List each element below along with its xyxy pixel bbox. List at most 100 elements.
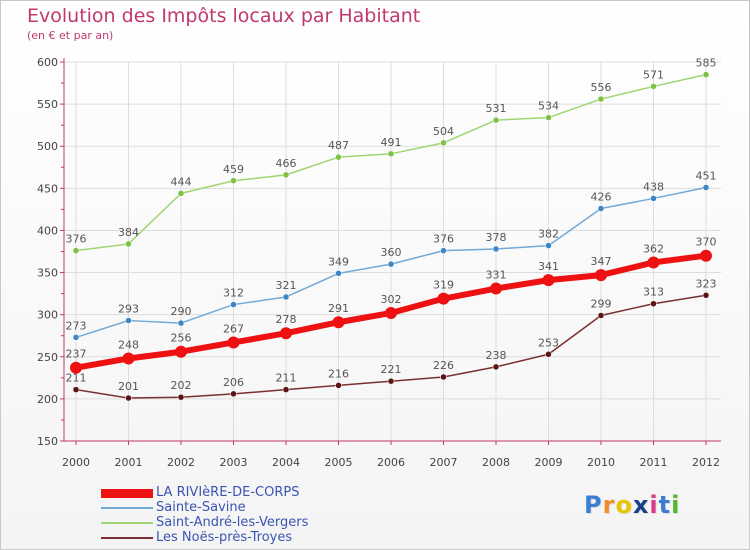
data-label-les-no-s-pr-s-troyes: 221 <box>381 363 402 376</box>
data-point-les-no-s-pr-s-troyes <box>492 363 500 371</box>
chart-subtitle: (en € et par an) <box>27 29 114 42</box>
data-label-saint-andr-les-vergers: 556 <box>591 81 612 94</box>
data-point-sainte-savine <box>650 195 657 202</box>
data-label-les-no-s-pr-s-troyes: 313 <box>643 286 664 299</box>
data-point-saint-andr-les-vergers <box>230 177 237 185</box>
series-layer <box>70 71 712 402</box>
x-tick-label: 2008 <box>482 456 510 469</box>
y-tick-label: 300 <box>37 309 58 322</box>
x-tick-label: 2006 <box>377 456 405 469</box>
data-point-saint-andr-les-vergers <box>440 139 447 147</box>
data-label-la-rivi-re-de-corps: 291 <box>328 302 349 315</box>
data-label-sainte-savine: 376 <box>433 233 454 246</box>
data-label-saint-andr-les-vergers: 459 <box>223 163 244 176</box>
proxiti-logo: Proxiti <box>584 491 680 519</box>
y-tick-label: 500 <box>37 140 58 153</box>
data-label-saint-andr-les-vergers: 491 <box>381 136 402 149</box>
data-point-les-no-s-pr-s-troyes <box>177 393 185 401</box>
data-label-les-no-s-pr-s-troyes: 211 <box>276 372 297 385</box>
data-label-sainte-savine: 349 <box>328 255 349 268</box>
legend-swatch <box>101 537 153 539</box>
data-label-saint-andr-les-vergers: 585 <box>696 57 717 70</box>
data-point-la-rivi-re-de-corps <box>332 316 345 329</box>
data-point-saint-andr-les-vergers <box>335 153 342 161</box>
data-label-sainte-savine: 382 <box>538 228 559 241</box>
legend-label: Sainte-Savine <box>156 500 246 515</box>
x-tick-label: 2007 <box>430 456 458 469</box>
data-point-sainte-savine <box>125 317 132 324</box>
logo-letter: o <box>615 491 633 519</box>
legend: LA RIVIèRE-DE-CORPS Sainte-Savine Saint-An… <box>101 485 361 545</box>
x-tick-label: 2012 <box>692 456 720 469</box>
data-point-la-rivi-re-de-corps <box>647 256 660 269</box>
data-label-la-rivi-re-de-corps: 362 <box>643 242 664 255</box>
data-label-la-rivi-re-de-corps: 347 <box>591 255 612 268</box>
data-label-saint-andr-les-vergers: 376 <box>66 233 87 246</box>
data-label-saint-andr-les-vergers: 487 <box>328 139 349 152</box>
data-label-sainte-savine: 451 <box>696 169 717 182</box>
y-tick-label: 550 <box>37 98 58 111</box>
data-point-sainte-savine <box>177 319 185 327</box>
data-label-sainte-savine: 321 <box>276 279 297 292</box>
data-point-les-no-s-pr-s-troyes <box>650 300 657 307</box>
data-label-la-rivi-re-de-corps: 248 <box>118 338 139 351</box>
data-point-les-no-s-pr-s-troyes <box>545 351 552 358</box>
data-label-les-no-s-pr-s-troyes: 253 <box>538 336 559 349</box>
data-point-les-no-s-pr-s-troyes <box>702 292 710 299</box>
y-tick-label: 400 <box>37 224 58 237</box>
data-label-saint-andr-les-vergers: 504 <box>433 125 454 138</box>
data-point-saint-andr-les-vergers <box>282 171 290 179</box>
data-label-les-no-s-pr-s-troyes: 211 <box>66 372 87 385</box>
logo-letter: i <box>671 491 681 519</box>
legend-swatch <box>101 522 153 524</box>
data-label-saint-andr-les-vergers: 571 <box>643 68 664 81</box>
data-point-la-rivi-re-de-corps <box>542 274 555 287</box>
logo-letter: t <box>658 491 672 519</box>
data-point-les-no-s-pr-s-troyes <box>387 377 395 385</box>
data-label-saint-andr-les-vergers: 444 <box>171 175 192 188</box>
data-label-la-rivi-re-de-corps: 256 <box>171 332 192 345</box>
legend-label: Les Noës-près-Troyes <box>156 530 293 545</box>
data-point-saint-andr-les-vergers <box>597 95 605 103</box>
data-point-sainte-savine <box>545 242 552 249</box>
data-point-sainte-savine <box>230 301 237 308</box>
data-point-saint-andr-les-vergers <box>702 71 710 78</box>
data-label-les-no-s-pr-s-troyes: 202 <box>171 379 192 392</box>
data-point-la-rivi-re-de-corps <box>595 269 607 282</box>
data-label-sainte-savine: 312 <box>223 287 244 300</box>
data-label-les-no-s-pr-s-troyes: 323 <box>696 277 717 290</box>
x-tick-label: 2000 <box>62 456 90 469</box>
y-tick-label: 450 <box>37 182 58 195</box>
data-label-la-rivi-re-de-corps: 319 <box>433 279 454 292</box>
data-label-la-rivi-re-de-corps: 267 <box>223 322 244 335</box>
data-label-sainte-savine: 438 <box>643 180 664 193</box>
y-tick-label: 250 <box>37 351 58 364</box>
data-point-la-rivi-re-de-corps <box>175 345 187 358</box>
data-label-sainte-savine: 426 <box>591 191 612 204</box>
legend-swatch <box>101 488 153 498</box>
data-point-les-no-s-pr-s-troyes <box>597 312 605 319</box>
legend-label: Saint-André-les-Vergers <box>156 515 309 530</box>
legend-item: Sainte-Savine <box>101 500 361 515</box>
legend-item: Les Noës-près-Troyes <box>101 530 361 545</box>
data-point-la-rivi-re-de-corps <box>385 306 397 319</box>
data-label-la-rivi-re-de-corps: 237 <box>66 348 87 361</box>
data-point-saint-andr-les-vergers <box>125 240 132 248</box>
x-tick-label: 2009 <box>535 456 563 469</box>
logo-letter: i <box>649 491 659 519</box>
logo-letter: x <box>632 491 650 519</box>
data-point-les-no-s-pr-s-troyes <box>335 382 342 389</box>
legend-item: LA RIVIèRE-DE-CORPS <box>101 485 361 500</box>
logo-letter: P <box>584 491 603 519</box>
data-label-les-no-s-pr-s-troyes: 206 <box>223 376 244 389</box>
y-tick-label: 350 <box>37 267 58 280</box>
data-label-la-rivi-re-de-corps: 278 <box>276 313 297 326</box>
data-point-les-no-s-pr-s-troyes <box>125 394 132 402</box>
logo-letter: r <box>602 491 616 519</box>
data-point-sainte-savine <box>72 334 80 341</box>
data-label-saint-andr-les-vergers: 466 <box>276 157 297 170</box>
data-label-les-no-s-pr-s-troyes: 238 <box>486 349 507 362</box>
data-label-les-no-s-pr-s-troyes: 216 <box>328 367 349 380</box>
data-point-sainte-savine <box>492 245 500 253</box>
